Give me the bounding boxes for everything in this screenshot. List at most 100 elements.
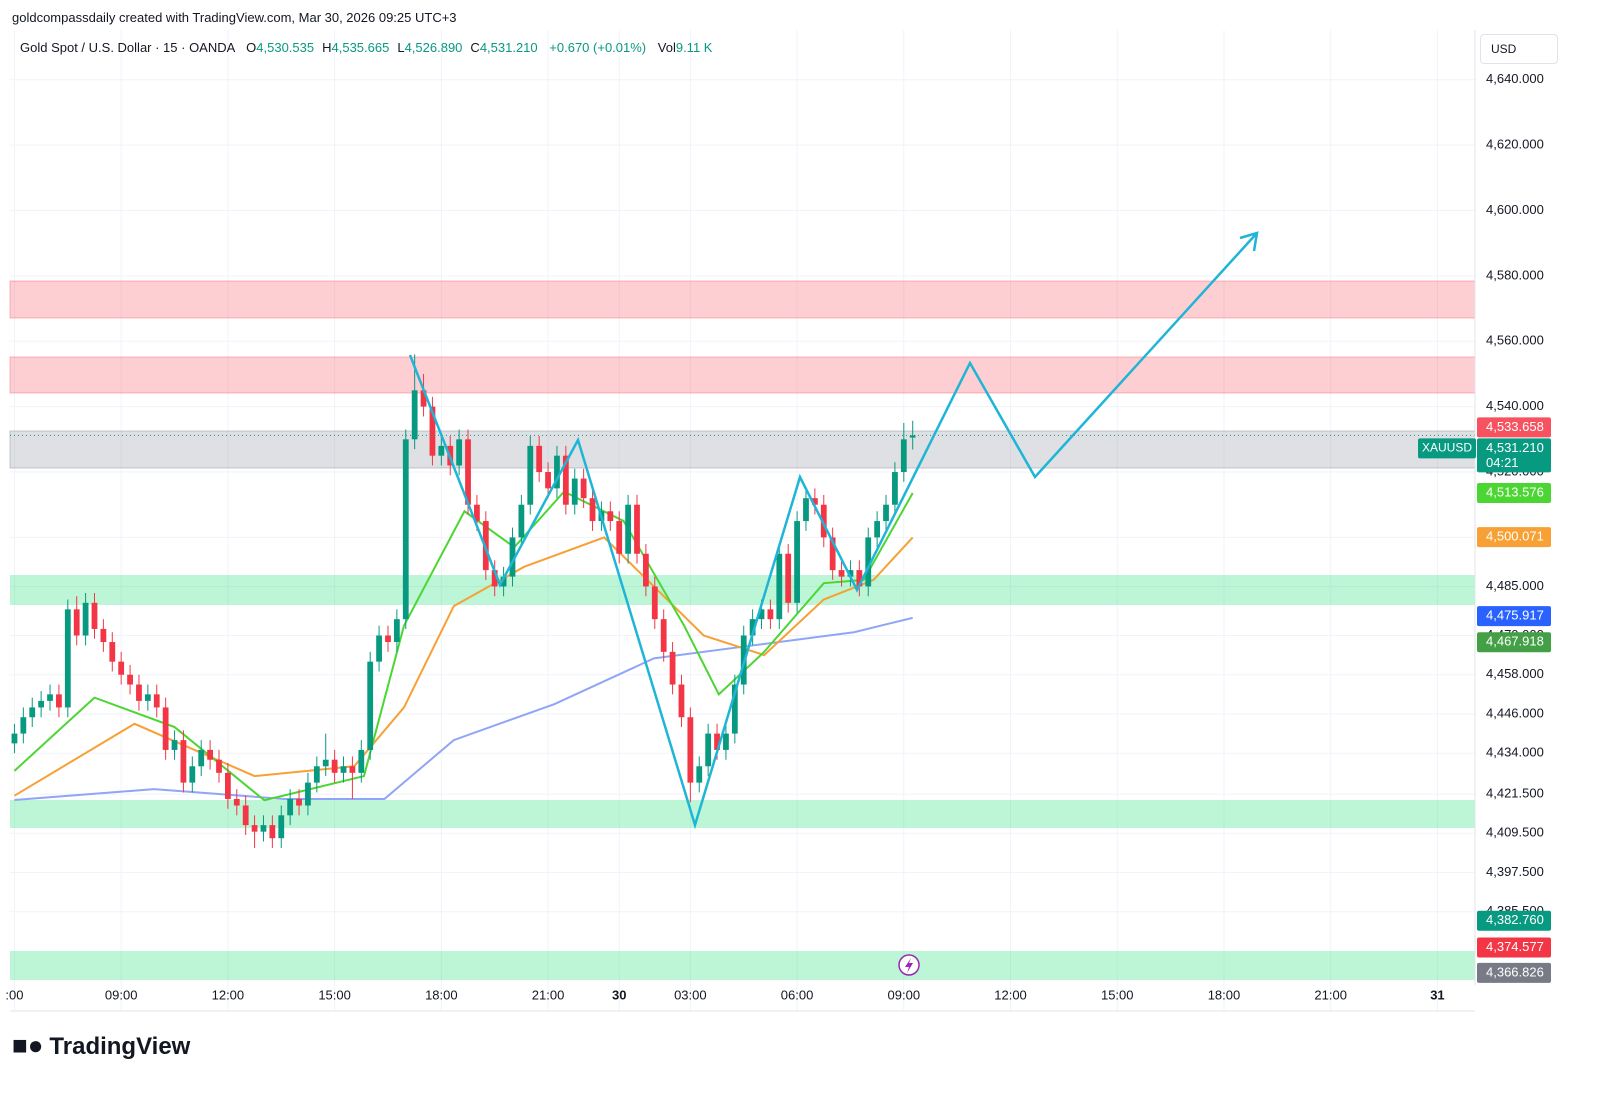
candle-body — [47, 694, 53, 701]
price-badge-label: 4,467.918 — [1486, 634, 1544, 649]
candle-body — [545, 472, 551, 489]
zigzag-path — [408, 232, 1258, 830]
arrow-head — [1239, 231, 1259, 252]
candle-body — [536, 445, 543, 473]
y-tick-label: 4,560.000 — [1486, 333, 1544, 348]
x-tick-label: 12:00 — [212, 987, 245, 1002]
candle-body — [38, 700, 45, 708]
candle-body — [527, 445, 534, 505]
attribution: goldcompassdaily created with TradingVie… — [12, 10, 457, 25]
candle-body — [509, 537, 516, 577]
candle-body — [100, 628, 107, 643]
candle-body — [749, 619, 756, 636]
x-tick-label: 21:00 — [532, 987, 565, 1002]
projection — [408, 231, 1259, 830]
candle-body — [358, 749, 365, 773]
price-badge — [1477, 438, 1551, 473]
candle-body — [785, 553, 792, 603]
x-tick-label: :00 — [5, 987, 23, 1002]
candle-body — [660, 619, 667, 652]
candle-body — [669, 651, 676, 685]
candle-body — [456, 439, 463, 466]
y-tick-label: 4,485.000 — [1486, 578, 1544, 593]
candle-body — [625, 504, 631, 554]
candle-body — [411, 390, 418, 440]
candle-body — [233, 798, 240, 806]
price-badge-label: 4,366.826 — [1486, 964, 1544, 979]
plot — [10, 354, 1475, 849]
candle-body — [198, 749, 205, 767]
candle-body — [705, 733, 712, 767]
grid — [10, 30, 1475, 1011]
brand-logo: ■● TradingView — [12, 1030, 191, 1060]
candle-body — [776, 553, 783, 620]
candle-body — [829, 537, 836, 571]
candle-body — [171, 740, 178, 750]
candle-body — [491, 570, 498, 587]
candle-body — [144, 694, 151, 701]
ohlc-key: H — [322, 40, 332, 55]
legend: Gold Spot / U.S. Dollar · 15 · OANDA O4,… — [20, 40, 720, 55]
x-tick-label: 09:00 — [888, 987, 921, 1002]
ohlc-key: C — [470, 40, 480, 55]
candle-body — [856, 570, 863, 587]
resistance-zone — [9, 356, 1476, 394]
candle-body — [367, 661, 374, 750]
price-badge — [1477, 632, 1551, 653]
candle-body — [305, 782, 311, 806]
candle-body — [518, 504, 525, 538]
candle-body — [723, 733, 729, 750]
candle-body — [847, 570, 854, 577]
y-tick-label: 4,580.000 — [1486, 267, 1544, 282]
price-badge-label: 4,382.760 — [1486, 912, 1544, 927]
candle-body — [865, 537, 872, 587]
y-tick-label: 4,397.500 — [1486, 864, 1544, 879]
x-tick-label: 03:00 — [674, 987, 707, 1002]
candle-body — [554, 455, 560, 489]
candle-body — [56, 694, 62, 708]
candle-body — [438, 445, 445, 456]
candle-body — [883, 504, 889, 522]
symbol-label: XAUUSD — [1422, 441, 1472, 455]
x-tick-label: 15:00 — [1101, 987, 1134, 1002]
price-badge — [1477, 937, 1551, 958]
candle-body — [465, 439, 471, 505]
candle-body — [91, 602, 98, 629]
price-badge-label: 4,500.071 — [1486, 529, 1544, 544]
candle-body — [651, 586, 658, 620]
ohlc-value: 4,531.210 — [479, 40, 538, 55]
candle-body — [20, 717, 27, 734]
candle-body — [376, 635, 382, 662]
candle-body — [11, 733, 18, 744]
candle-body — [678, 684, 685, 718]
candle-body — [269, 825, 276, 839]
candle-body — [136, 684, 142, 701]
support-zone — [10, 800, 1475, 828]
candle-body — [731, 684, 738, 734]
ohlc-value: 4,535.665 — [331, 40, 390, 55]
candle-body — [571, 478, 578, 505]
candle-body — [162, 707, 169, 750]
candle-body — [607, 511, 614, 522]
ohlc-key: O — [246, 40, 257, 55]
candle-body — [580, 478, 587, 499]
x-tick-label: 15:00 — [318, 987, 351, 1002]
support-zone — [10, 951, 1475, 980]
currency-button[interactable]: USD — [1480, 34, 1558, 64]
candle-body — [909, 435, 916, 438]
candle-body — [474, 504, 480, 522]
candle-body — [29, 707, 36, 718]
candle-body — [500, 576, 507, 587]
candle-body — [838, 570, 845, 577]
candle-body — [216, 759, 222, 773]
candle-body — [287, 798, 294, 816]
y-tick-label: 4,458.000 — [1486, 666, 1544, 681]
x-tick-label: 18:00 — [1208, 987, 1241, 1002]
candle-body — [892, 472, 898, 505]
candle-body — [207, 749, 213, 760]
candle-body — [153, 694, 160, 708]
candle-body — [687, 717, 694, 783]
support-zone — [10, 575, 1475, 605]
candle-body — [313, 766, 320, 783]
